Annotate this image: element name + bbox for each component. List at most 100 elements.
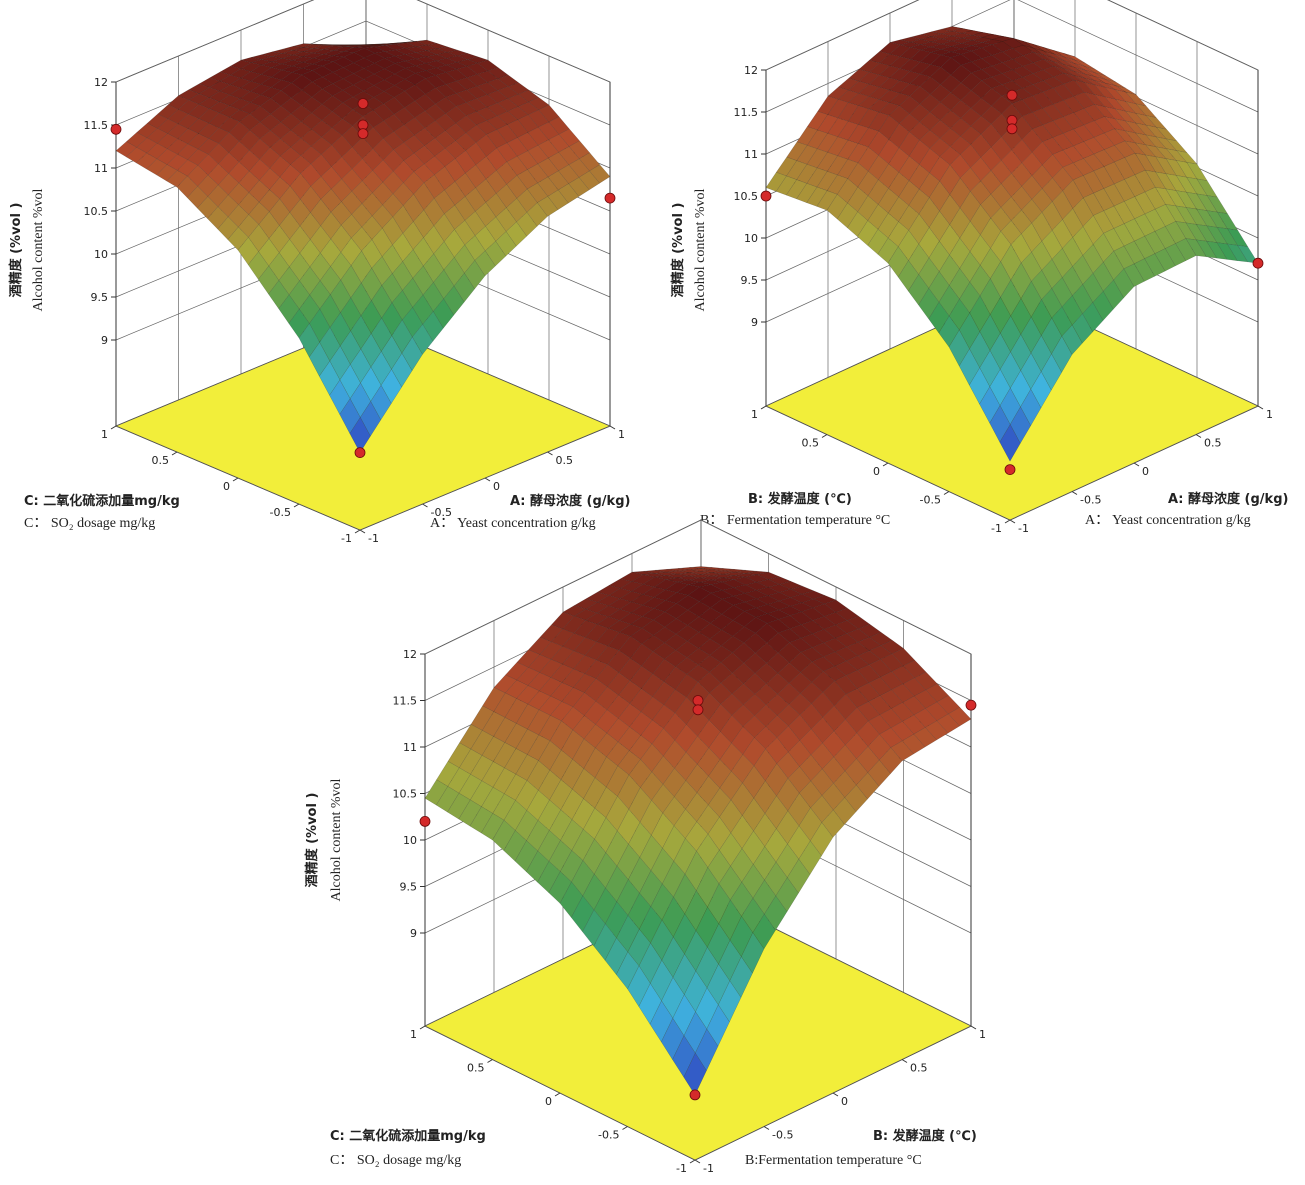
z-tick-label: 10 [403,834,417,847]
x-tick [360,530,365,533]
x-axis-label: A： Yeast concentration g/kg [1085,513,1251,528]
x-tick [1258,406,1263,409]
y-tick-label: -0.5 [598,1129,619,1142]
design-point [1005,465,1015,475]
z-tick-label: 9.5 [741,274,759,287]
x-tick [423,504,428,507]
x-tick-label: -1 [703,1162,714,1175]
x-tick [695,1160,700,1163]
y-tick-label: 0.5 [467,1062,485,1075]
z-tick-label: 11 [403,741,417,754]
design-point [693,705,703,715]
x-tick-label: -0.5 [772,1129,793,1142]
z-tick-label: 11.5 [393,695,418,708]
x-tick-label: 1 [1266,408,1273,421]
design-point [355,448,365,458]
y-tick [883,463,888,466]
y-tick-label: 0 [873,465,880,478]
design-point [420,816,430,826]
chart-panel: 99.51010.51111.512-1-0.500.51-1-0.500.51… [304,520,986,1175]
x-axis-label: B:Fermentation temperature °C [745,1153,922,1168]
y-tick-label: 0 [545,1095,552,1108]
y-axis-label: C: 二氧化硫添加量mg/kg [24,493,180,509]
x-tick-label: 1 [618,428,625,441]
x-tick [902,1060,907,1063]
z-tick-label: 9 [101,334,108,347]
chart-panel: 99.51010.51111.512-1-0.500.51-1-0.500.51… [8,0,630,545]
x-tick [1072,492,1077,495]
z-axis-label: Alcohol content %vol [31,188,46,311]
y-tick [690,1160,695,1163]
z-axis-label: 酒精度 (%vol ) [8,203,24,298]
x-tick-label: 0 [1142,465,1149,478]
design-point [358,129,368,139]
z-tick-label: 10.5 [84,205,109,218]
y-tick [172,452,177,455]
design-point [1007,90,1017,100]
design-point [1253,258,1263,268]
design-point [690,1090,700,1100]
x-tick-label: 0.5 [556,454,574,467]
x-tick-label: 0.5 [910,1062,928,1075]
x-tick-label: 0.5 [1204,437,1222,450]
y-tick [233,478,238,481]
x-tick [971,1026,976,1029]
x-axis-label: A: 酵母浓度 (g/kg) [510,493,630,509]
x-tick [485,478,490,481]
x-axis-label: A： Yeast concentration g/kg [430,516,596,531]
y-axis-label: B： Fermentation temperature °C [700,513,890,528]
z-axis-label: Alcohol content %vol [329,778,344,901]
y-tick-label: 0.5 [802,437,820,450]
y-tick [420,1026,425,1029]
x-axis-label: A: 酵母浓度 (g/kg) [1168,491,1288,507]
y-tick [1005,520,1010,523]
y-tick-label: -1 [991,522,1002,535]
z-tick-label: 10.5 [734,190,759,203]
y-tick-label: 1 [751,408,758,421]
y-tick [111,426,116,429]
y-tick [822,435,827,438]
x-tick-label: 1 [979,1028,986,1041]
y-tick-label: 0 [223,480,230,493]
z-tick-label: 12 [94,76,108,89]
x-tick-label: 0 [493,480,500,493]
x-axis-label: B: 发酵温度 (℃) [873,1128,977,1144]
x-tick [548,452,553,455]
z-tick-label: 11 [744,148,758,161]
y-tick [555,1093,560,1096]
design-point [358,99,368,109]
z-tick-label: 10 [94,248,108,261]
design-point [111,124,121,134]
y-axis-label: C： SO₂ dosage mg/kg [24,516,155,531]
y-axis-label: C： SO₂ dosage mg/kg [330,1153,461,1168]
x-tick-label: -0.5 [1080,494,1101,507]
z-tick-label: 9.5 [400,881,418,894]
chart-panel: 99.51010.51111.512-1-0.500.51-1-0.500.51… [670,0,1288,535]
z-tick-label: 9 [410,927,417,940]
design-point [693,696,703,706]
y-axis-label: B: 发酵温度 (℃) [748,491,852,507]
design-point [966,700,976,710]
z-tick-label: 10.5 [393,788,418,801]
x-tick [833,1093,838,1096]
x-tick [1010,520,1015,523]
design-point [761,191,771,201]
y-tick-label: -0.5 [270,506,291,519]
design-point [605,193,615,203]
z-axis-label: Alcohol content %vol [693,188,708,311]
z-tick-label: 9 [751,316,758,329]
z-tick-label: 12 [403,648,417,661]
y-tick [944,492,949,495]
y-tick [294,504,299,507]
y-tick-label: 1 [410,1028,417,1041]
y-tick-label: 0.5 [152,454,170,467]
y-tick [623,1127,628,1130]
z-tick-label: 11.5 [734,106,759,119]
y-tick [488,1060,493,1063]
z-tick-label: 9.5 [91,291,109,304]
z-axis-label: 酒精度 (%vol ) [304,793,320,888]
x-tick-label: 0 [841,1095,848,1108]
y-tick [761,406,766,409]
